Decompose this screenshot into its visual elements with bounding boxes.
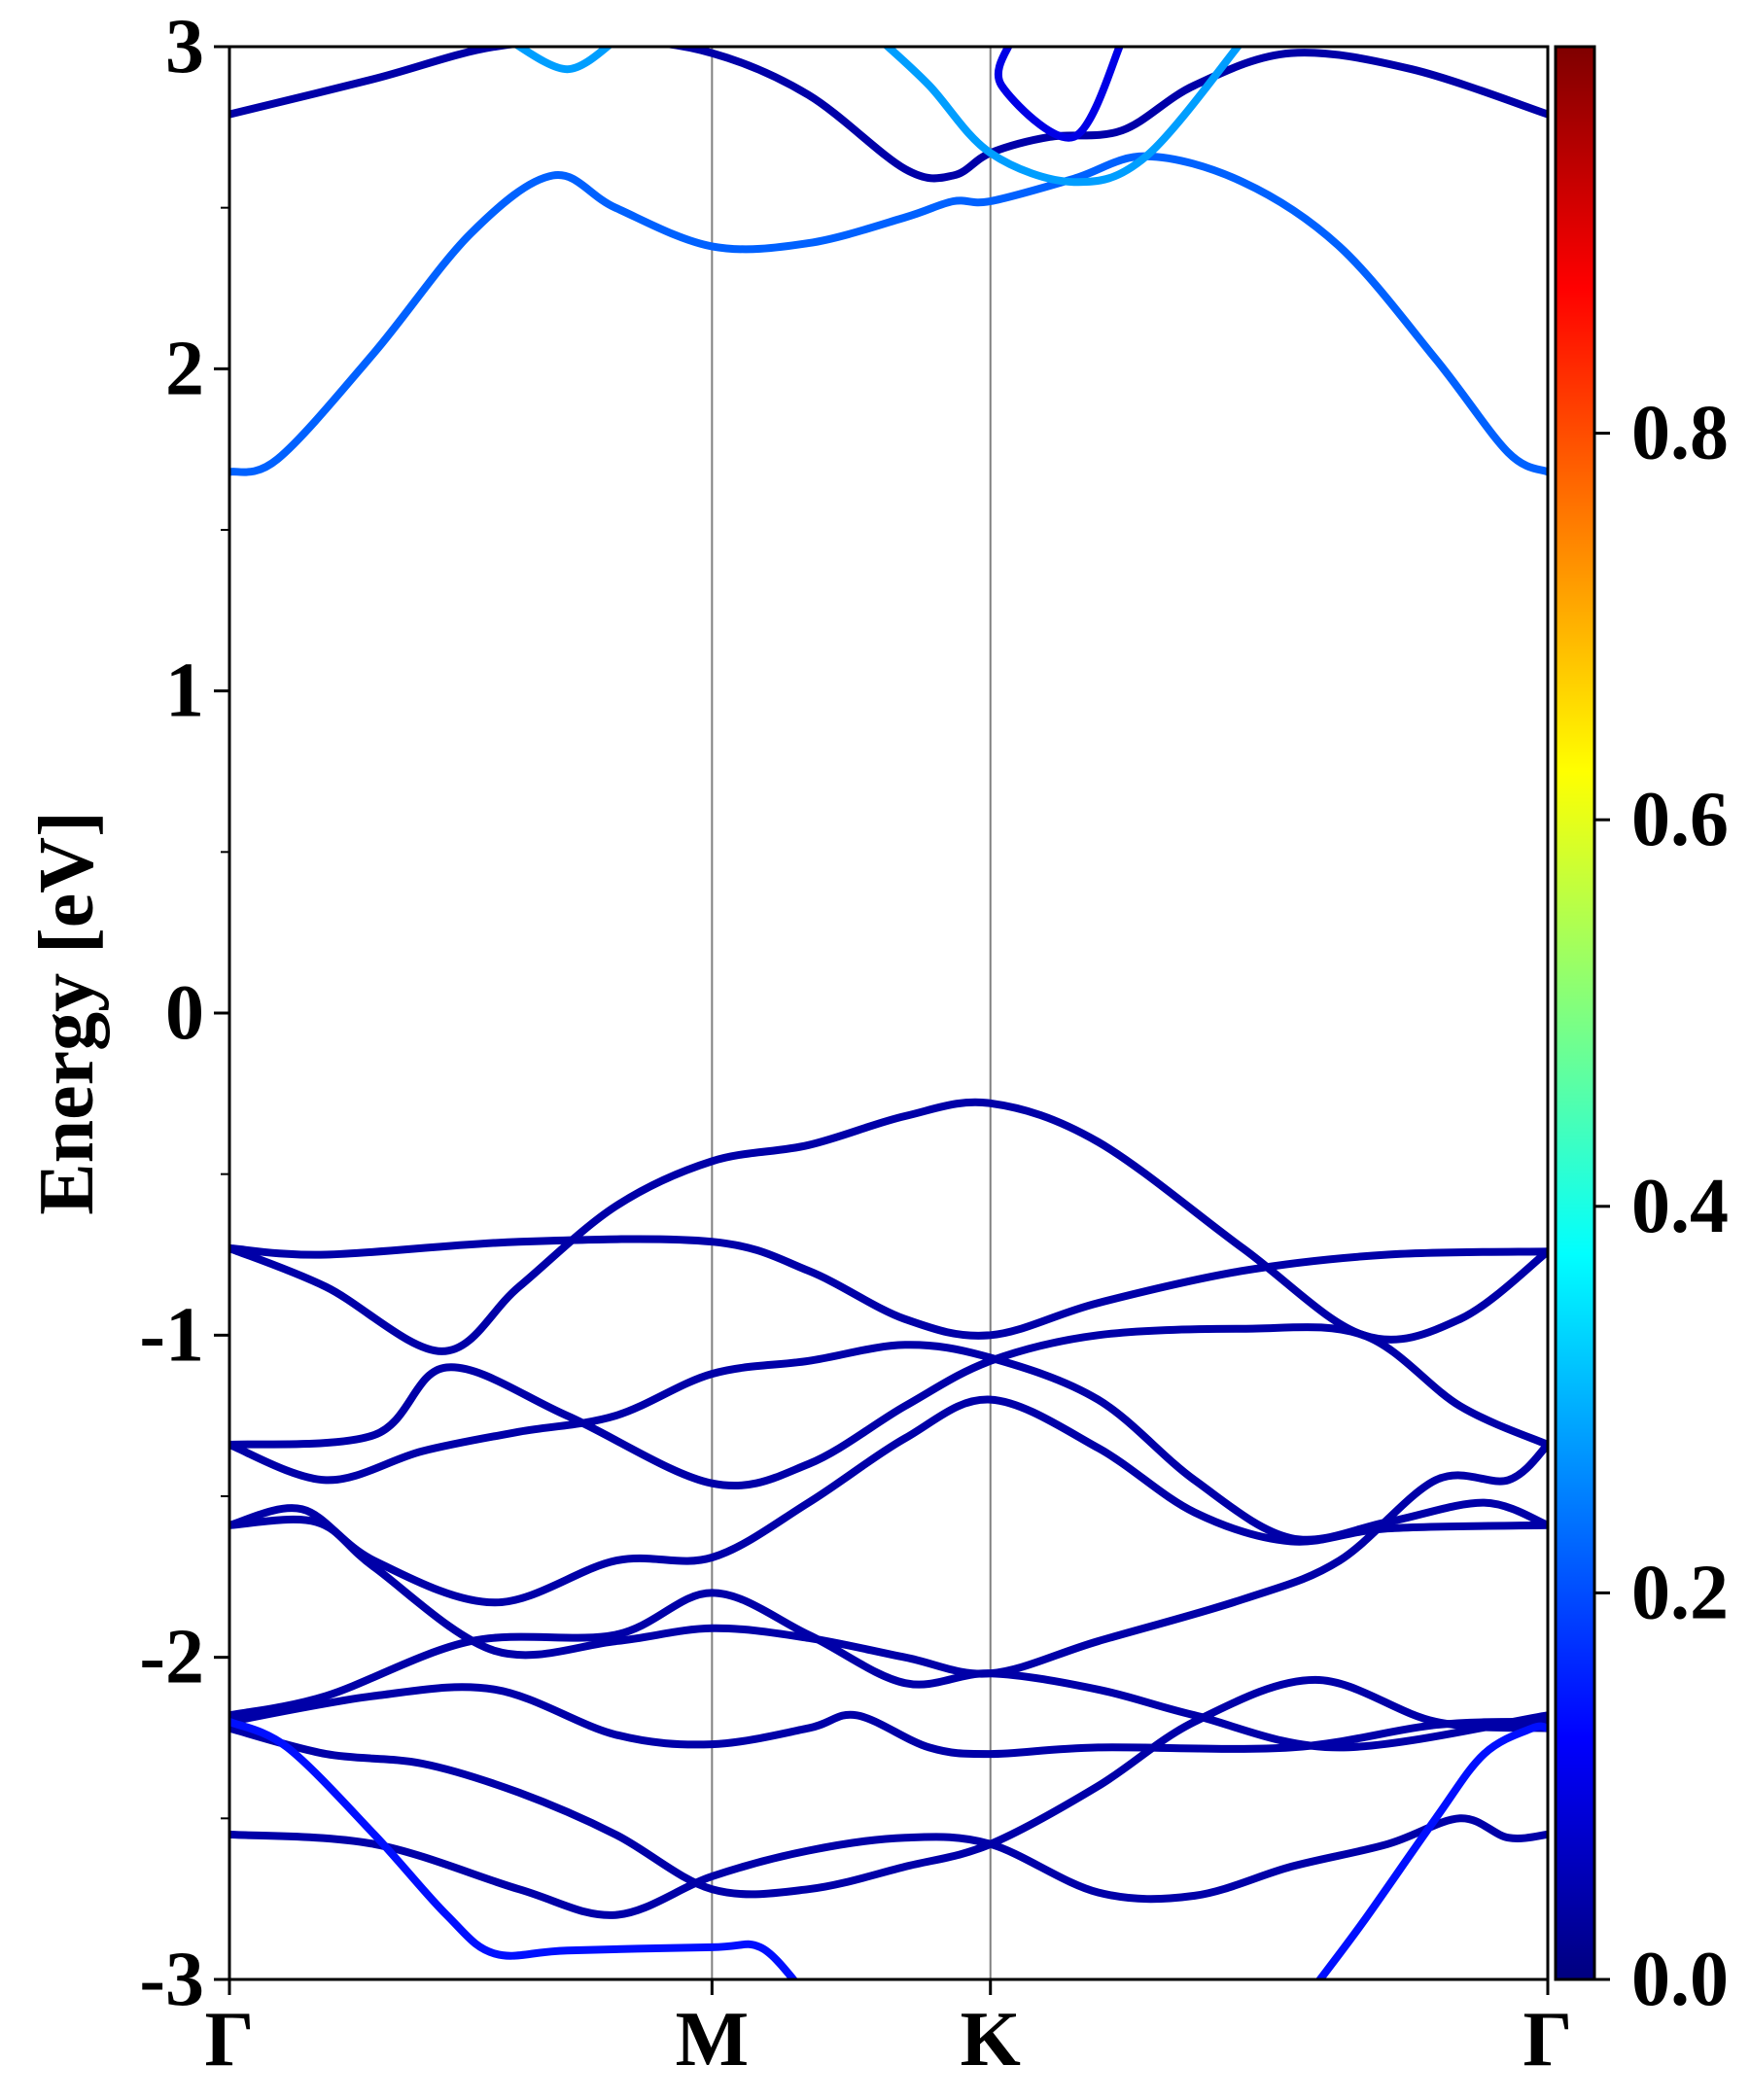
kpoint-label-0: Γ bbox=[205, 1997, 255, 2082]
y-tick-label-0: -3 bbox=[139, 1937, 204, 2022]
band-2 bbox=[229, 152, 1548, 476]
band-1 bbox=[229, 47, 1548, 183]
y-axis-label: Energy [eV] bbox=[24, 811, 110, 1214]
band-17 bbox=[1314, 1722, 1548, 1979]
colorbar bbox=[1554, 45, 1596, 1981]
band-8 bbox=[229, 1323, 1548, 1490]
band-11 bbox=[229, 1441, 1548, 1678]
band-12 bbox=[229, 1589, 1548, 1752]
y-axis-ticks: -3 -2 -1 0 1 2 3 bbox=[139, 4, 229, 2022]
band-10 bbox=[229, 1395, 1548, 1607]
colorbar-ticks: 0.0 0.2 0.4 0.6 0.8 bbox=[1594, 391, 1729, 2022]
colorbar-tick-label-2: 0.4 bbox=[1631, 1164, 1729, 1249]
high-symmetry-lines bbox=[711, 47, 992, 1979]
y-tick-label-6: 3 bbox=[165, 4, 204, 89]
band-16 bbox=[229, 1717, 799, 1979]
band-13 bbox=[229, 1683, 1548, 1759]
kpoint-label-1: M bbox=[676, 1997, 750, 2082]
band-3 bbox=[512, 47, 613, 74]
band-5 bbox=[994, 47, 1124, 142]
y-tick-label-5: 2 bbox=[165, 326, 204, 411]
colorbar-tick-label-4: 0.8 bbox=[1631, 391, 1729, 476]
band-15 bbox=[229, 1814, 1548, 1919]
y-tick-label-1: -2 bbox=[139, 1615, 204, 1700]
band-14 bbox=[229, 1675, 1548, 1899]
colorbar-tick-label-3: 0.6 bbox=[1631, 777, 1729, 862]
band-4 bbox=[882, 47, 1243, 187]
band-6 bbox=[229, 1235, 1548, 1340]
kpoint-label-2: K bbox=[961, 1997, 1021, 2082]
kpoint-label-3: Γ bbox=[1523, 1997, 1573, 2082]
band-lines bbox=[229, 47, 1548, 1979]
y-tick-label-2: -1 bbox=[139, 1292, 204, 1378]
y-tick-label-4: 1 bbox=[165, 648, 204, 734]
colorbar-tick-label-1: 0.2 bbox=[1631, 1550, 1729, 1635]
y-tick-label-3: 0 bbox=[165, 970, 204, 1056]
colorbar-tick-label-0: 0.0 bbox=[1631, 1937, 1729, 2022]
